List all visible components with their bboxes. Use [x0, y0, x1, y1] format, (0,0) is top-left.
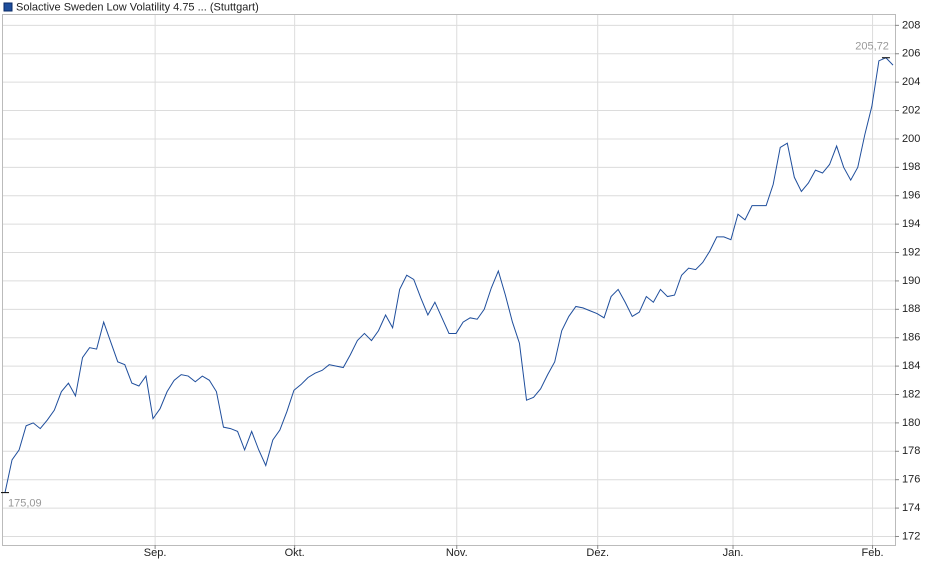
y-tick-label: 186: [902, 332, 920, 344]
y-tick-label: 208: [902, 19, 920, 31]
y-tick-label: 200: [902, 133, 920, 145]
y-tick-label: 188: [902, 303, 920, 315]
x-tick-label: Jan.: [723, 547, 744, 559]
y-tick-label: 184: [902, 360, 920, 372]
y-tick-label: 172: [902, 530, 920, 542]
price-line: [4, 57, 894, 493]
x-tick-label: Dez.: [586, 547, 609, 559]
y-tick-label: 194: [902, 218, 920, 230]
x-tick-label: Sep.: [144, 547, 167, 559]
x-tick-label: Nov.: [446, 547, 468, 559]
y-tick-label: 202: [902, 104, 920, 116]
legend-label: Solactive Sweden Low Volatility 4.75 ...…: [16, 1, 259, 13]
y-tick-label: 192: [902, 246, 920, 258]
y-tick-label: 198: [902, 161, 920, 173]
y-tick-label: 190: [902, 275, 920, 287]
y-tick-label: 178: [902, 445, 920, 457]
x-tick-label: Feb.: [862, 547, 884, 559]
y-tick-label: 174: [902, 502, 920, 514]
y-tick-label: 204: [902, 76, 920, 88]
value-label: 175,09: [8, 498, 42, 510]
y-tick-label: 206: [902, 48, 920, 60]
y-tick-label: 176: [902, 474, 920, 486]
legend-swatch: [3, 2, 13, 12]
plot-frame: [2, 14, 896, 546]
y-tick-label: 182: [902, 388, 920, 400]
x-tick-label: Okt.: [285, 547, 305, 559]
y-tick-label: 180: [902, 417, 920, 429]
value-label: 205,72: [855, 41, 889, 53]
y-tick-label: 196: [902, 190, 920, 202]
